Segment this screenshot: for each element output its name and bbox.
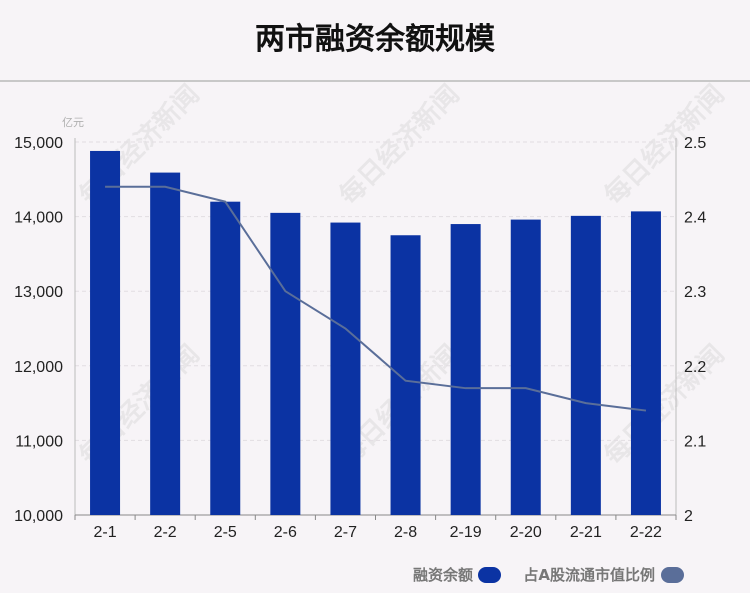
y-left-tick-label: 14,000	[14, 210, 63, 227]
y-right-tick-label: 2.1	[684, 433, 706, 450]
y-left-tick-label: 13,000	[14, 284, 63, 301]
x-tick-label: 2-22	[630, 524, 662, 541]
legend-swatch-bars	[478, 567, 501, 583]
y-left-tick-label: 10,000	[14, 508, 63, 525]
y-left-tick-label: 11,000	[15, 433, 63, 450]
bar	[90, 150, 121, 515]
bar	[450, 224, 481, 515]
y-right-tick-label: 2.3	[684, 284, 706, 301]
x-tick-label: 2-20	[510, 524, 542, 541]
chart-title: 两市融资余额规模	[255, 22, 495, 57]
x-tick-label: 2-8	[394, 524, 417, 541]
y-left-unit: 亿元	[62, 116, 84, 129]
x-tick-label: 2-5	[214, 524, 237, 541]
x-tick-label: 2-7	[334, 524, 357, 541]
x-tick-label: 2-1	[93, 524, 116, 541]
bar	[390, 235, 421, 515]
y-right-tick-label: 2.4	[684, 210, 706, 227]
bar	[330, 222, 361, 515]
legend-label-line: 占A股流通市值比例	[523, 566, 655, 584]
bar	[570, 215, 601, 515]
title-divider	[0, 80, 750, 82]
ratio-line	[105, 185, 647, 412]
legend-label-bars: 融资余额	[413, 566, 473, 584]
bar	[150, 172, 181, 515]
legend-swatch-line	[661, 567, 684, 583]
bar	[210, 201, 241, 515]
y-right-tick-label: 2.2	[684, 359, 706, 376]
bar	[630, 211, 661, 516]
x-tick-label: 2-19	[450, 524, 482, 541]
y-right-tick-label: 2.5	[684, 135, 706, 152]
y-right-tick-label: 2	[684, 508, 693, 525]
x-tick-label: 2-6	[274, 524, 297, 541]
x-tick-label: 2-21	[570, 524, 602, 541]
x-tick-label: 2-2	[154, 524, 177, 541]
bar	[510, 219, 541, 516]
y-left-tick-label: 15,000	[14, 135, 63, 152]
y-left-tick-label: 12,000	[14, 359, 63, 376]
bar	[270, 212, 301, 515]
